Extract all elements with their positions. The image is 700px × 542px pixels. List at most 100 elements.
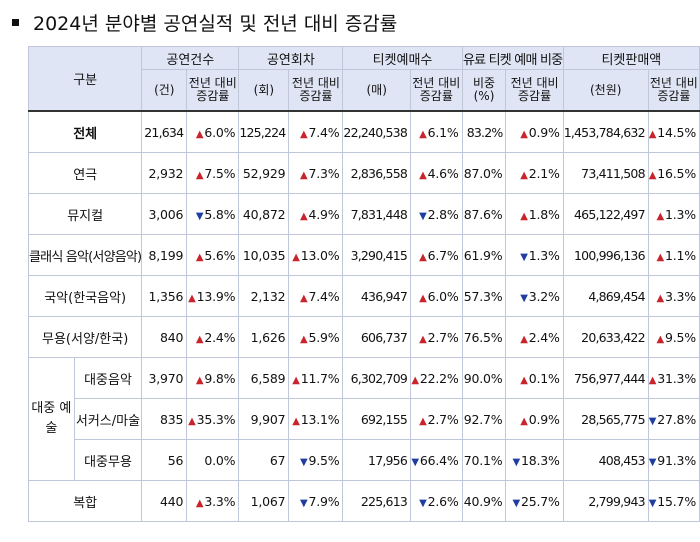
down-arrow-icon: ▼	[411, 456, 419, 468]
change-cell: ▼2.6%	[410, 480, 463, 522]
up-arrow-icon: ▲	[292, 415, 300, 427]
down-arrow-icon: ▼	[419, 497, 427, 509]
change-cell: ▲11.7%	[288, 357, 344, 399]
value-cell: 3,006	[141, 193, 188, 235]
value-cell: 835	[141, 398, 188, 440]
down-arrow-icon: ▼	[648, 456, 657, 468]
change-value: 6.0%	[427, 288, 459, 304]
change-cell: ▲4.6%	[410, 152, 463, 194]
up-arrow-icon: ▲	[411, 374, 419, 386]
row-label: 국악(한국음악)	[27, 275, 143, 317]
change-value: 13.1%	[300, 411, 340, 427]
change-cell: ▼2.8%	[410, 193, 463, 235]
change-cell: ▼91.3%	[647, 439, 700, 481]
up-arrow-icon: ▲	[419, 251, 427, 263]
value-cell: 83.2%	[461, 110, 507, 153]
change-cell: ▲31.3%	[647, 357, 700, 399]
change-cell: ▲5.9%	[288, 316, 344, 358]
change-value: 9.5%	[308, 452, 340, 468]
change-cell: ▲2.4%	[186, 316, 240, 358]
change-value: 16.5%	[657, 165, 696, 181]
change-value: 4.9%	[308, 206, 340, 222]
change-cell: ▲16.5%	[647, 152, 700, 194]
up-arrow-icon: ▲	[195, 251, 204, 263]
change-value: 5.6%	[204, 247, 236, 263]
title-text: 2024년 분야별 공연실적 및 전년 대비 증감률	[33, 12, 398, 35]
unit-header: (매)	[342, 69, 411, 112]
change-value: 3.2%	[528, 288, 560, 304]
change-value: 2.1%	[528, 165, 560, 181]
change-value: 25.7%	[520, 493, 560, 509]
table-row: 연극 2,932 ▲7.5% 52,929 ▲7.3% 2,836,558 ▲4.6% 87.…	[27, 152, 700, 194]
change-value: 0.1%	[528, 370, 560, 386]
value-cell: 10,035	[238, 234, 290, 276]
change-value: 7.3%	[308, 165, 340, 181]
group-header-tickets: 티켓예매수	[342, 46, 463, 70]
change-value: 2.7%	[427, 329, 459, 345]
unit-header: 비중 (%)	[461, 69, 507, 112]
value-cell: 52,929	[238, 152, 290, 194]
up-arrow-icon: ▲	[419, 169, 427, 181]
change-value: 11.7%	[300, 370, 340, 386]
up-arrow-icon: ▲	[188, 415, 196, 427]
change-cell: ▲1.1%	[647, 234, 700, 276]
table-row: 서커스/마술 835 ▲35.3% 9,907 ▲13.1% 692,155 ▲2.7% 92…	[29, 398, 700, 440]
up-arrow-icon: ▲	[656, 210, 665, 222]
change-cell: ▲6.0%	[186, 110, 240, 153]
change-cell: ▲6.0%	[410, 275, 463, 317]
row-label: 서커스/마술	[73, 398, 143, 440]
up-arrow-icon: ▲	[292, 374, 300, 386]
popular-arts-group-label: 대중 예술	[28, 357, 75, 481]
performance-table: 구분 공연건수 공연회차 티켓예매수 유료 티켓 예매 비중 티켓판매액 (건)…	[27, 46, 700, 522]
change-value: 6.0%	[204, 124, 236, 140]
value-cell: 87.0%	[461, 152, 507, 194]
value-cell: 40.9%	[461, 480, 507, 522]
down-arrow-icon: ▼	[520, 292, 528, 304]
change-value: 2.6%	[427, 493, 459, 509]
up-arrow-icon: ▲	[656, 333, 665, 345]
up-arrow-icon: ▲	[292, 251, 300, 263]
change-cell: ▼25.7%	[505, 480, 564, 522]
value-cell: 57.3%	[461, 275, 507, 317]
table-row: 뮤지컬 3,006 ▼5.8% 40,872 ▲4.9% 7,831,448 ▼2.8% 87…	[27, 193, 700, 235]
change-cell: ▼3.2%	[505, 275, 564, 317]
change-value: 4.6%	[427, 165, 459, 181]
up-arrow-icon: ▲	[195, 497, 204, 509]
change-value: 15.7%	[657, 493, 696, 509]
up-arrow-icon: ▲	[195, 374, 204, 386]
down-arrow-icon: ▼	[512, 456, 520, 468]
group-header-paid-share: 유료 티켓 예매 비중	[461, 46, 564, 70]
value-cell: 4,869,454	[562, 275, 649, 317]
group-header-sessions: 공연회차	[238, 46, 344, 70]
value-cell: 90.0%	[461, 357, 507, 399]
change-cell: ▲9.8%	[186, 357, 240, 399]
change-header: 전년 대비 증감률	[186, 69, 240, 112]
change-cell: ▲1.3%	[647, 193, 700, 235]
value-cell: 692,155	[342, 398, 411, 440]
value-cell: 440	[141, 480, 188, 522]
up-arrow-icon: ▲	[648, 169, 657, 181]
row-label: 뮤지컬	[27, 193, 143, 235]
row-label: 대중무용	[73, 439, 143, 481]
change-cell: 0.0%	[186, 439, 240, 481]
down-arrow-icon: ▼	[648, 497, 657, 509]
value-cell: 756,977,444	[562, 357, 649, 399]
down-arrow-icon: ▼	[299, 497, 308, 509]
value-cell: 28,565,775	[562, 398, 649, 440]
value-cell: 61.9%	[461, 234, 507, 276]
change-value: 1.3%	[665, 206, 696, 222]
table-row: 클래식 음악(서양음악) 8,199 ▲5.6% 10,035 ▲13.0% 3,290,…	[27, 234, 700, 276]
change-value: 0.9%	[528, 124, 560, 140]
change-value: 31.3%	[657, 370, 696, 386]
unit-header: (회)	[238, 69, 290, 112]
change-cell: ▼18.3%	[505, 439, 564, 481]
value-cell: 1,453,784,632	[562, 110, 649, 153]
up-arrow-icon: ▲	[648, 128, 657, 140]
change-value: 6.7%	[427, 247, 459, 263]
down-arrow-icon: ▼	[195, 210, 204, 222]
value-cell: 6,302,709	[342, 357, 411, 399]
change-cell: ▲3.3%	[186, 480, 240, 522]
change-value: 9.8%	[204, 370, 236, 386]
category-header: 구분	[27, 46, 143, 112]
group-header-performances: 공연건수	[141, 46, 240, 70]
